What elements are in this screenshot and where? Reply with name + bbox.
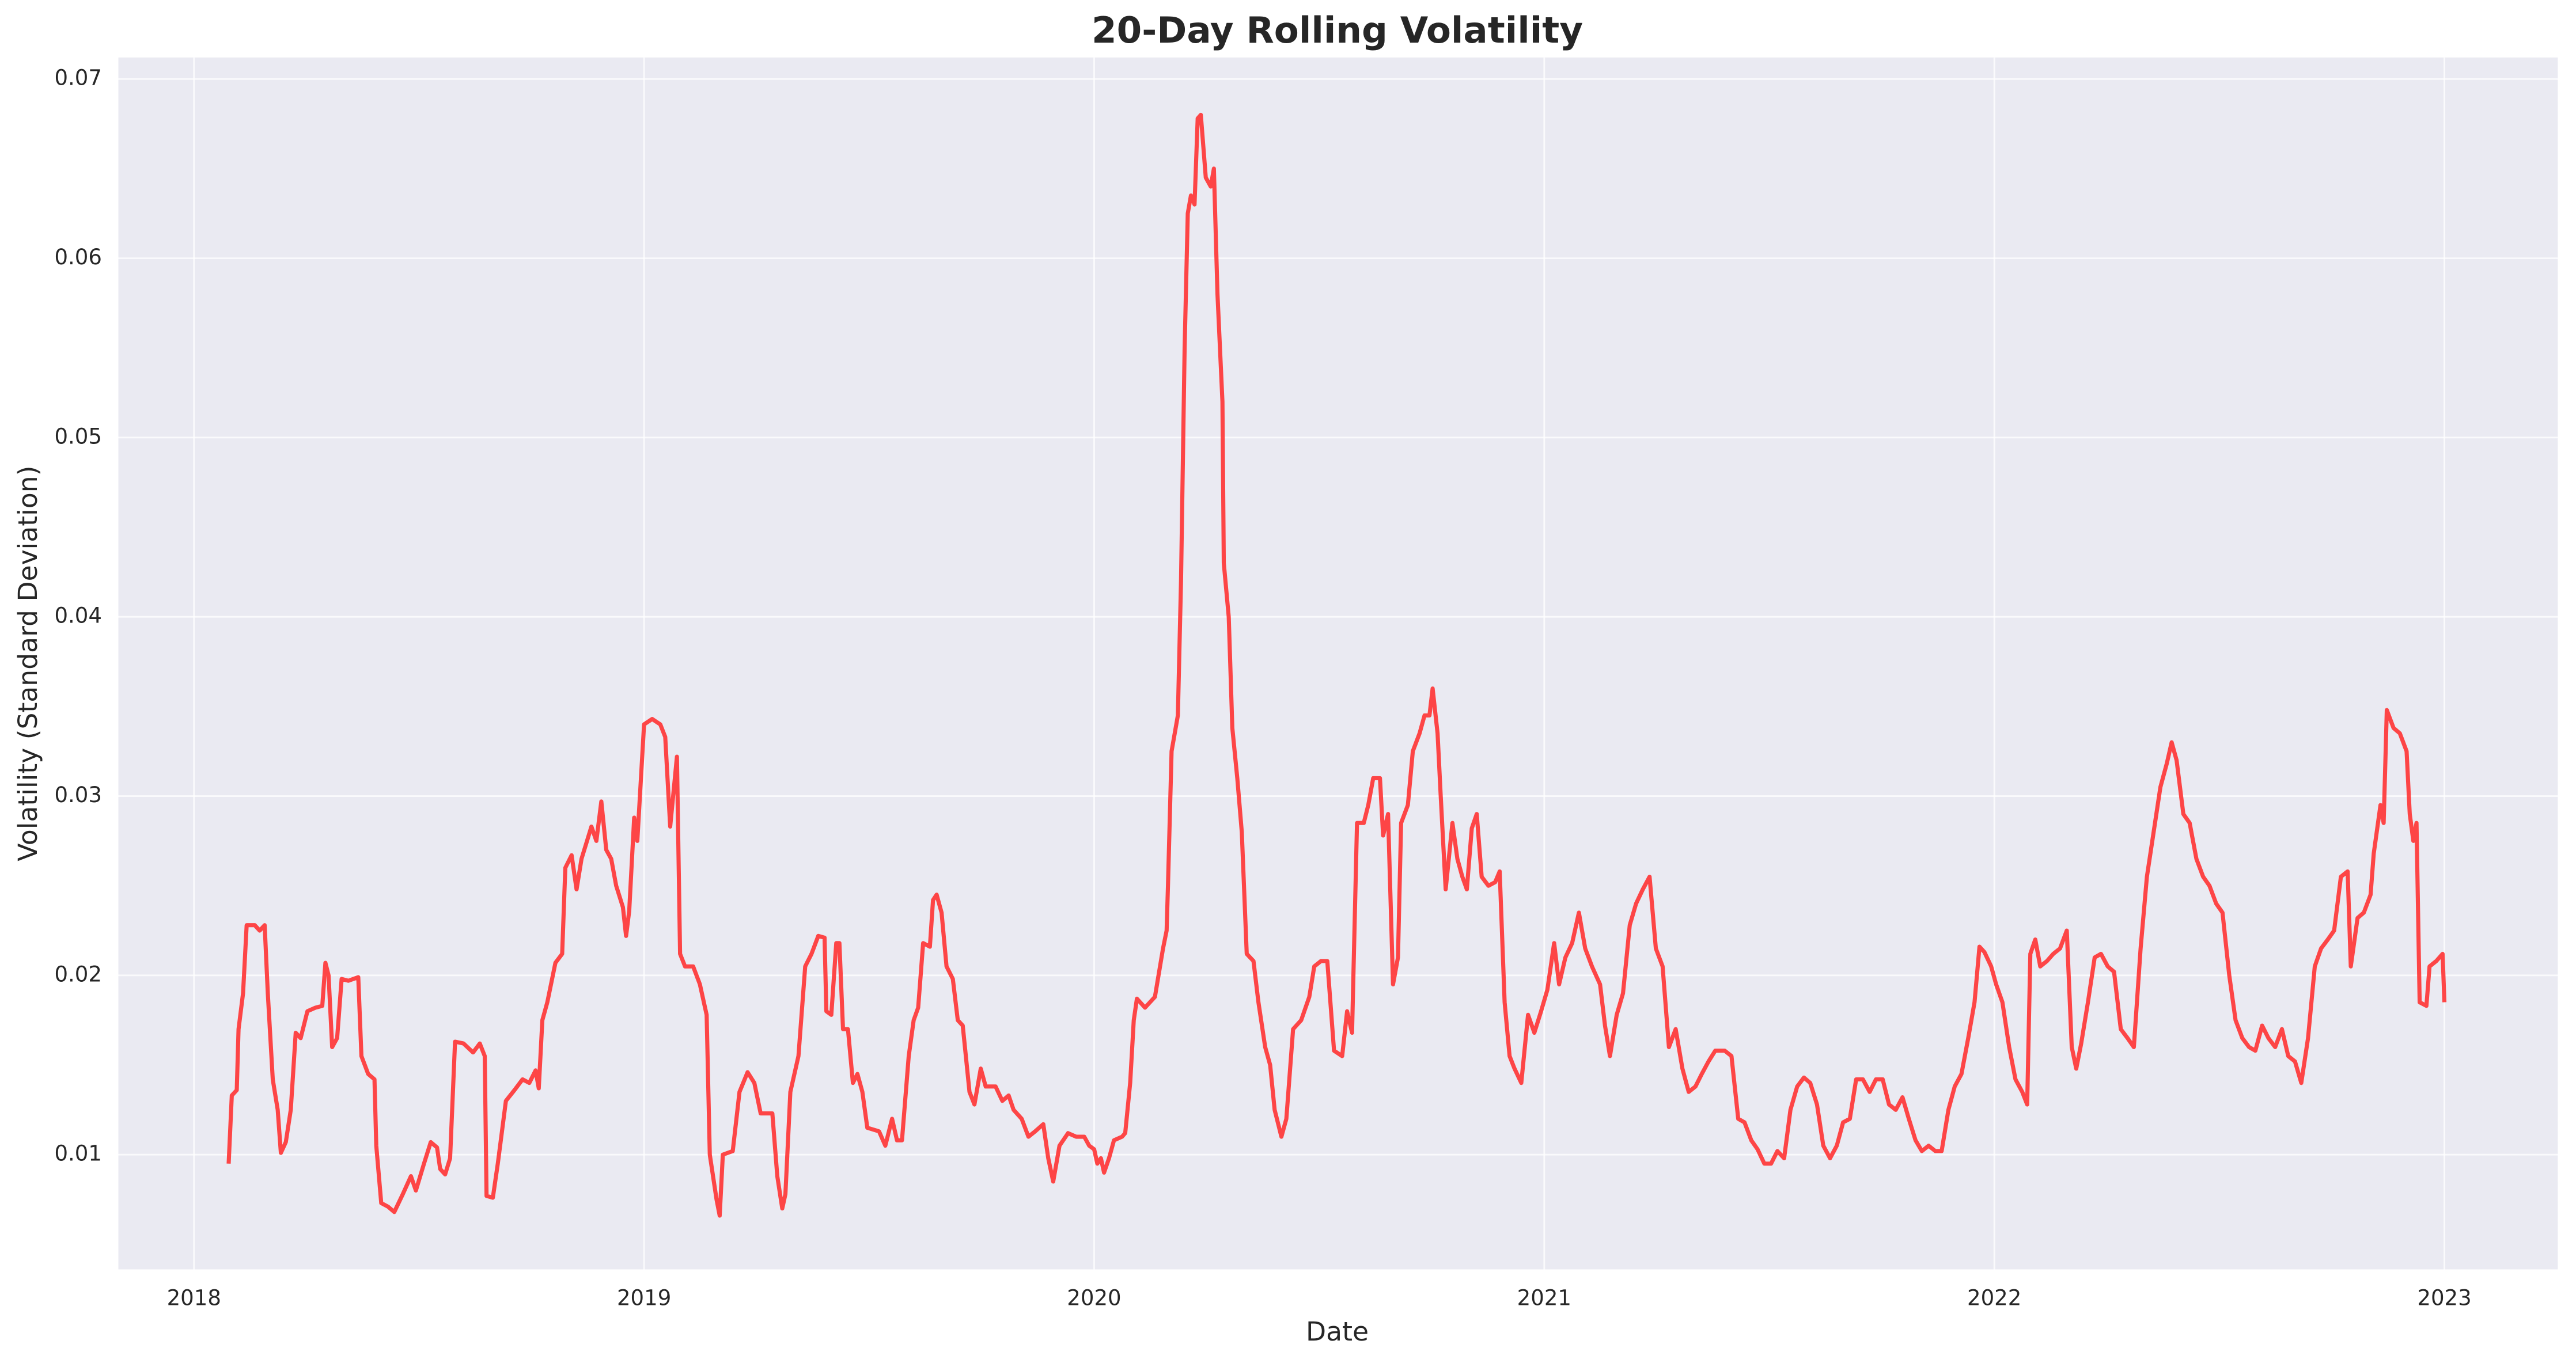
labels: 0.01 0.02 0.03 0.04 0.05 0.06 0.07 2018 2019 2020…	[54, 66, 2471, 1311]
marks	[226, 112, 2447, 1218]
x-axis-label: Date	[1306, 1316, 1369, 1347]
x-tick-label: 2018	[167, 1285, 221, 1310]
plot-area	[118, 57, 2558, 1270]
y-tick-label: 0.04	[54, 603, 102, 628]
x-tick-label: 2020	[1067, 1285, 1121, 1310]
x-tick-label: 2022	[1967, 1285, 2021, 1310]
y-tick-label: 0.07	[54, 66, 102, 90]
y-tick-label: 0.03	[54, 783, 102, 807]
y-tick-label: 0.06	[54, 245, 102, 269]
x-tick-label: 2019	[617, 1285, 671, 1310]
x-tick-label: 2023	[2417, 1285, 2471, 1310]
y-tick-label: 0.01	[54, 1141, 102, 1166]
y-axis-label: Volatility (Standard Deviation)	[13, 466, 43, 861]
x-tick-label: 2021	[1517, 1285, 1571, 1310]
y-tick-label: 0.02	[54, 962, 102, 986]
grid	[118, 57, 2558, 1270]
volatility-line	[226, 112, 2447, 1218]
y-tick-label: 0.05	[54, 424, 102, 449]
chart-title: 20-Day Rolling Volatility	[1092, 9, 1583, 51]
